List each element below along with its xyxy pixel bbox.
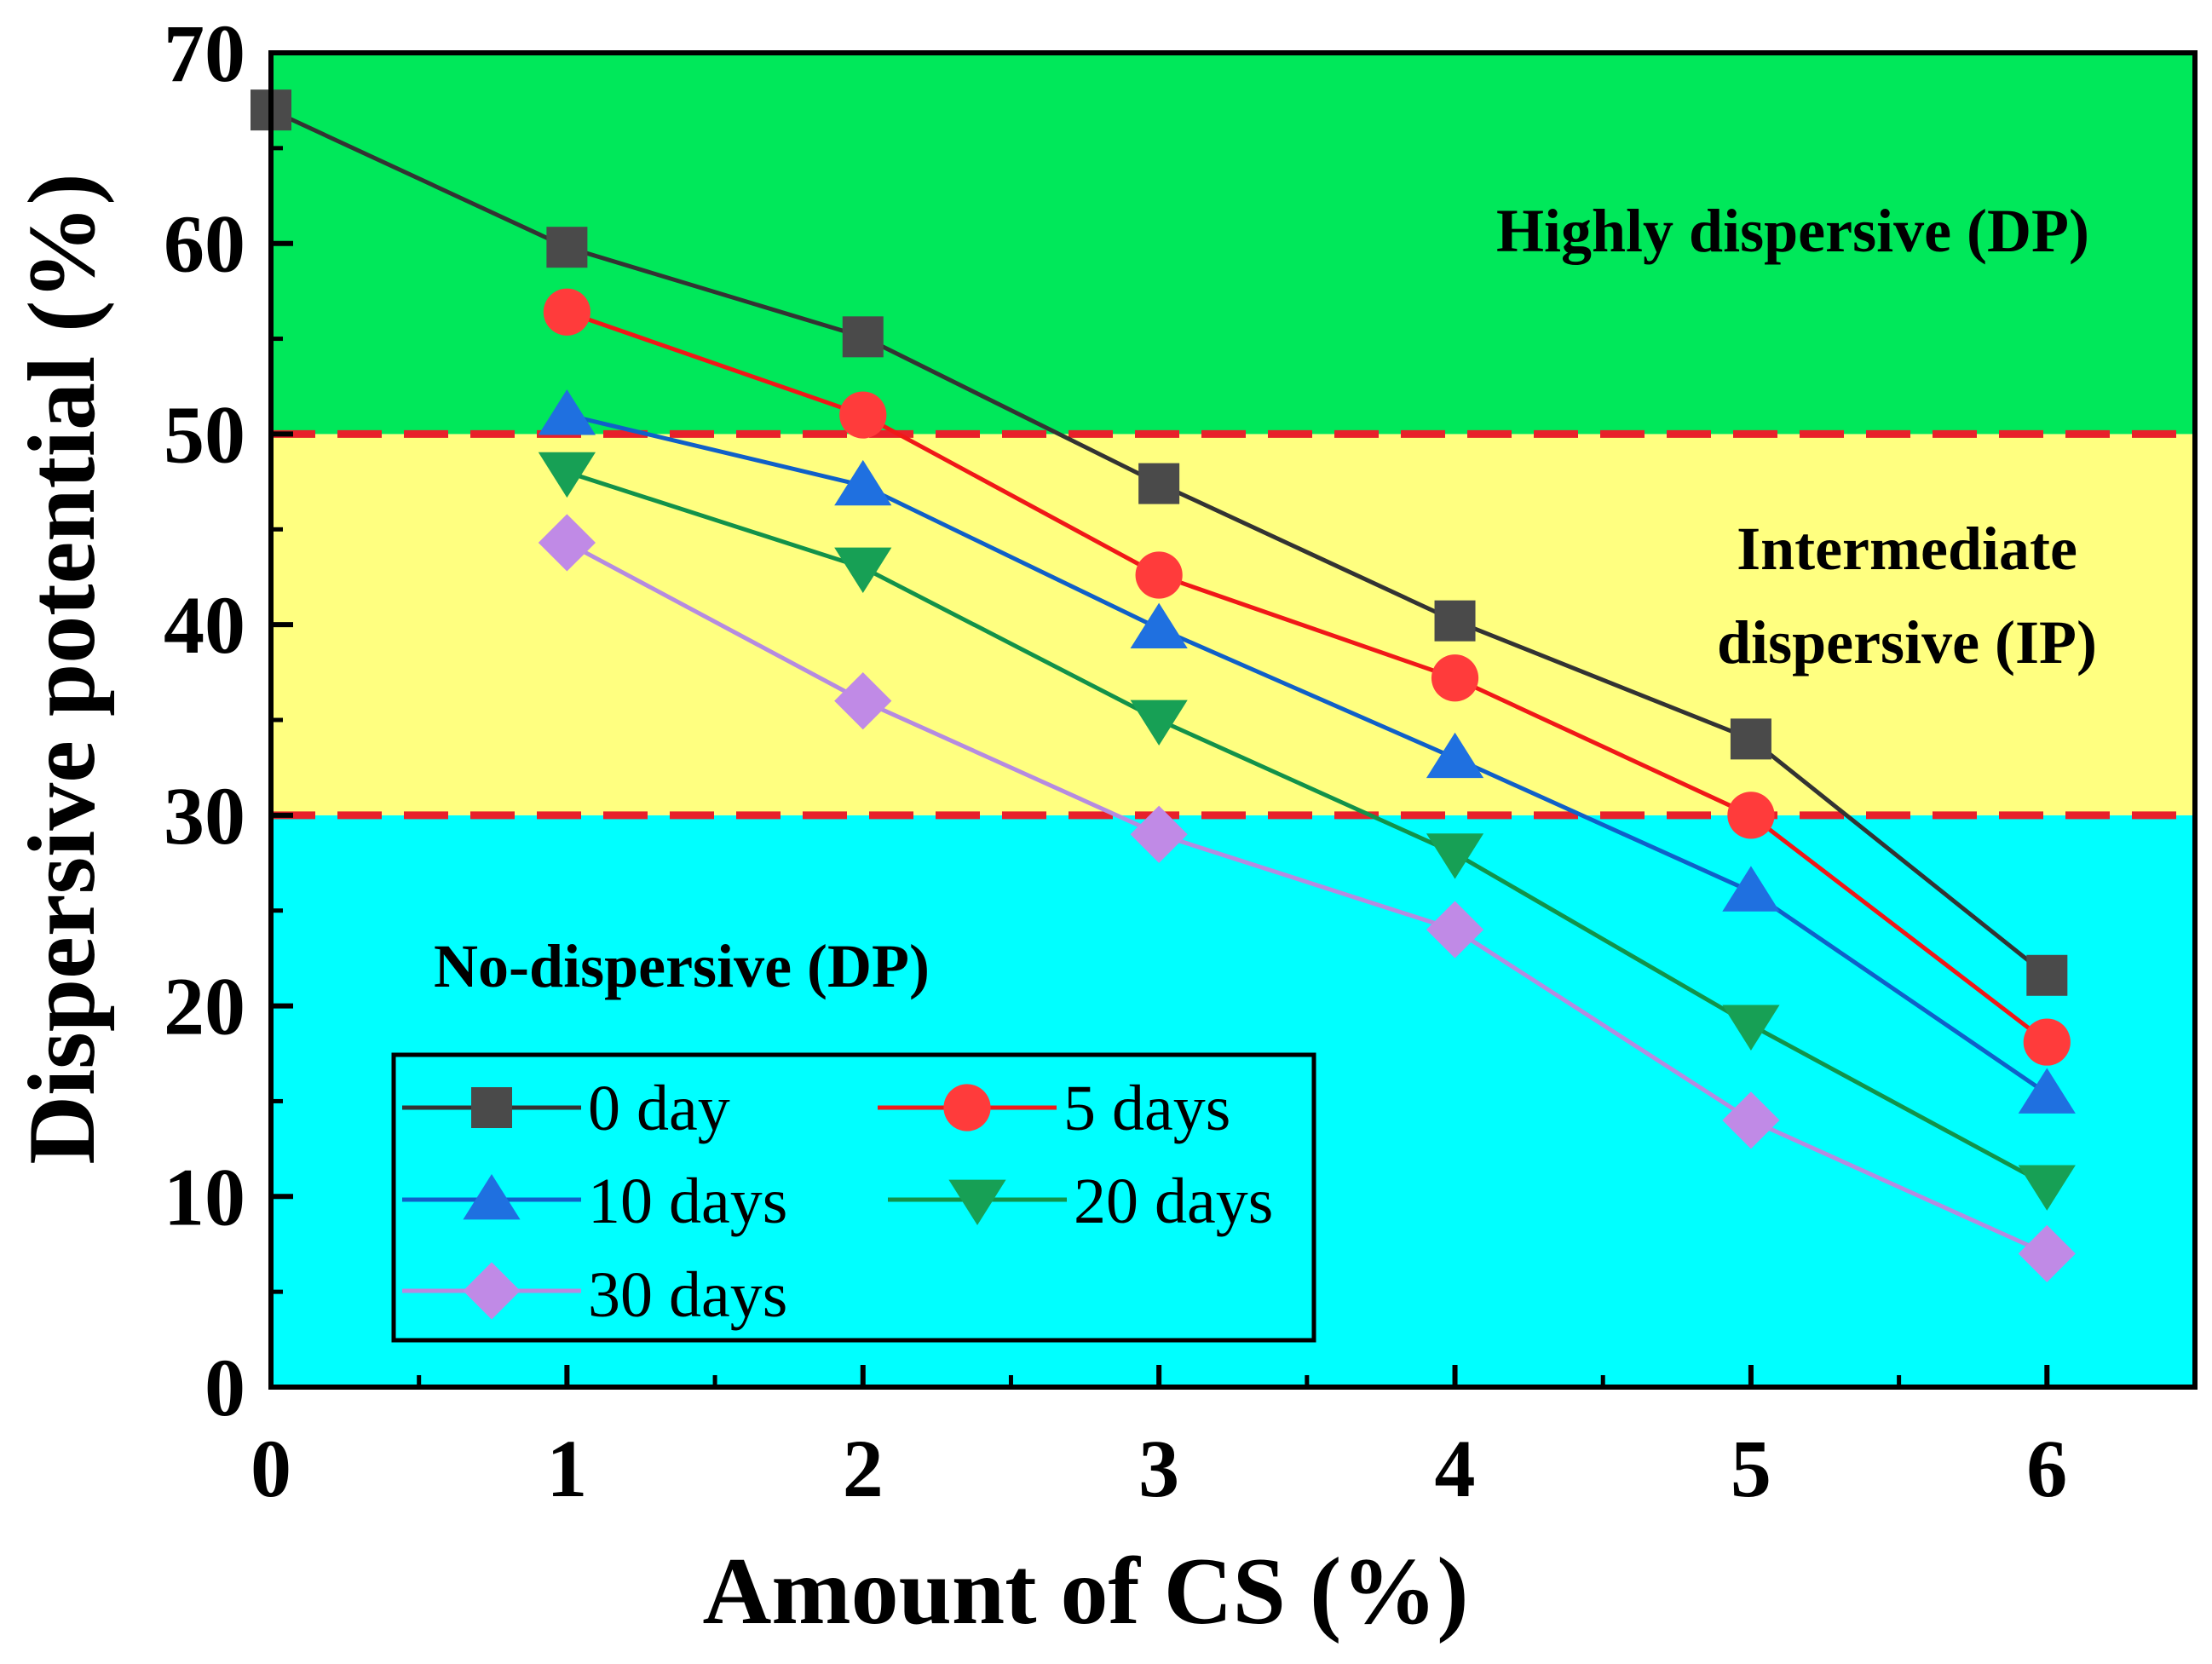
series-line-30-days — [566, 540, 2048, 1256]
data-point-5-days-1 — [543, 288, 590, 336]
y-tick-label-30: 30 — [164, 770, 245, 861]
legend-marker-10-days — [463, 1174, 521, 1220]
data-point-0-day-6 — [2026, 954, 2068, 996]
y-tick-label-70: 70 — [164, 8, 245, 99]
data-point-20-days-6 — [2018, 1165, 2076, 1211]
legend-marker-20-days — [948, 1179, 1006, 1225]
legend-label-20-days: 20 days — [1074, 1166, 1273, 1237]
data-point-5-days-3 — [1135, 551, 1183, 599]
y-tick-label-0: 0 — [204, 1342, 245, 1433]
data-point-0-day-4 — [1434, 600, 1476, 642]
data-point-0-day-1 — [546, 227, 588, 268]
y-tick-label-20: 20 — [164, 961, 245, 1052]
x-tick-label-4: 4 — [1435, 1423, 1476, 1514]
zone-label-intermediate-line2: dispersive (IP) — [1717, 608, 2097, 677]
legend-label-5-days: 5 days — [1063, 1073, 1230, 1144]
series-line-10-days — [566, 412, 2048, 1096]
data-point-5-days-2 — [839, 391, 887, 439]
data-point-5-days-4 — [1431, 654, 1479, 702]
legend-box — [391, 1052, 1316, 1343]
data-point-30-days-4 — [1426, 901, 1484, 959]
data-point-20-days-1 — [538, 452, 596, 498]
data-point-30-days-5 — [1722, 1091, 1780, 1149]
zone-label-no: No-dispersive (DP) — [434, 932, 930, 1000]
data-point-10-days-1 — [538, 389, 596, 435]
data-point-5-days-6 — [2023, 1018, 2071, 1066]
y-tick-label-60: 60 — [164, 199, 245, 290]
y-tick-label-10: 10 — [164, 1151, 245, 1242]
data-point-10-days-4 — [1426, 732, 1484, 779]
x-tick-label-6: 6 — [2026, 1423, 2067, 1514]
data-point-30-days-1 — [538, 514, 596, 572]
y-tick-label-50: 50 — [164, 389, 245, 480]
x-tick-label-1: 1 — [546, 1423, 587, 1514]
data-point-30-days-6 — [2018, 1224, 2076, 1282]
data-point-0-day-3 — [1138, 463, 1180, 504]
zone-label-high: Highly dispersive (DP) — [1496, 197, 2089, 265]
zone-band-0 — [271, 815, 2195, 1387]
x-tick-label-3: 3 — [1138, 1423, 1179, 1514]
data-point-0-day-5 — [1730, 718, 1771, 760]
series-line-20-days — [566, 469, 2048, 1188]
zone-band-2 — [271, 53, 2195, 435]
x-tick-label-2: 2 — [843, 1423, 884, 1514]
data-point-20-days-4 — [1426, 833, 1484, 879]
data-point-20-days-5 — [1722, 1005, 1780, 1051]
data-point-30-days-2 — [834, 672, 892, 730]
legend-label-10-days: 10 days — [588, 1166, 787, 1237]
data-point-10-days-5 — [1722, 866, 1780, 912]
data-point-10-days-6 — [2018, 1068, 2076, 1114]
data-point-5-days-5 — [1727, 792, 1775, 839]
legend-label-30-days: 30 days — [588, 1259, 787, 1331]
legend-marker-5-days — [943, 1084, 991, 1131]
legend-marker-30-days — [463, 1262, 521, 1320]
data-point-20-days-3 — [1130, 700, 1188, 746]
legend-marker-0-day — [471, 1087, 512, 1128]
x-tick-label-0: 0 — [251, 1423, 291, 1514]
zone-label-intermediate-line1: Intermediate — [1737, 515, 2077, 583]
data-point-0-day-2 — [842, 316, 884, 358]
y-tick-label-40: 40 — [164, 579, 245, 671]
plot-frame — [268, 50, 2198, 1390]
data-point-30-days-3 — [1130, 805, 1188, 863]
y-axis-title: Dispersive potential (%) — [9, 173, 115, 1164]
data-point-10-days-2 — [834, 459, 892, 506]
data-point-20-days-2 — [834, 547, 892, 594]
x-tick-label-5: 5 — [1731, 1423, 1771, 1514]
data-point-10-days-3 — [1130, 602, 1188, 649]
series-line-5-days — [566, 309, 2048, 1045]
legend-label-0-day: 0 day — [588, 1073, 730, 1144]
x-axis-title: Amount of CS (%) — [702, 1539, 1468, 1644]
legend: 0 day 5 days 10 days 20 days 30 days — [391, 1052, 1316, 1343]
